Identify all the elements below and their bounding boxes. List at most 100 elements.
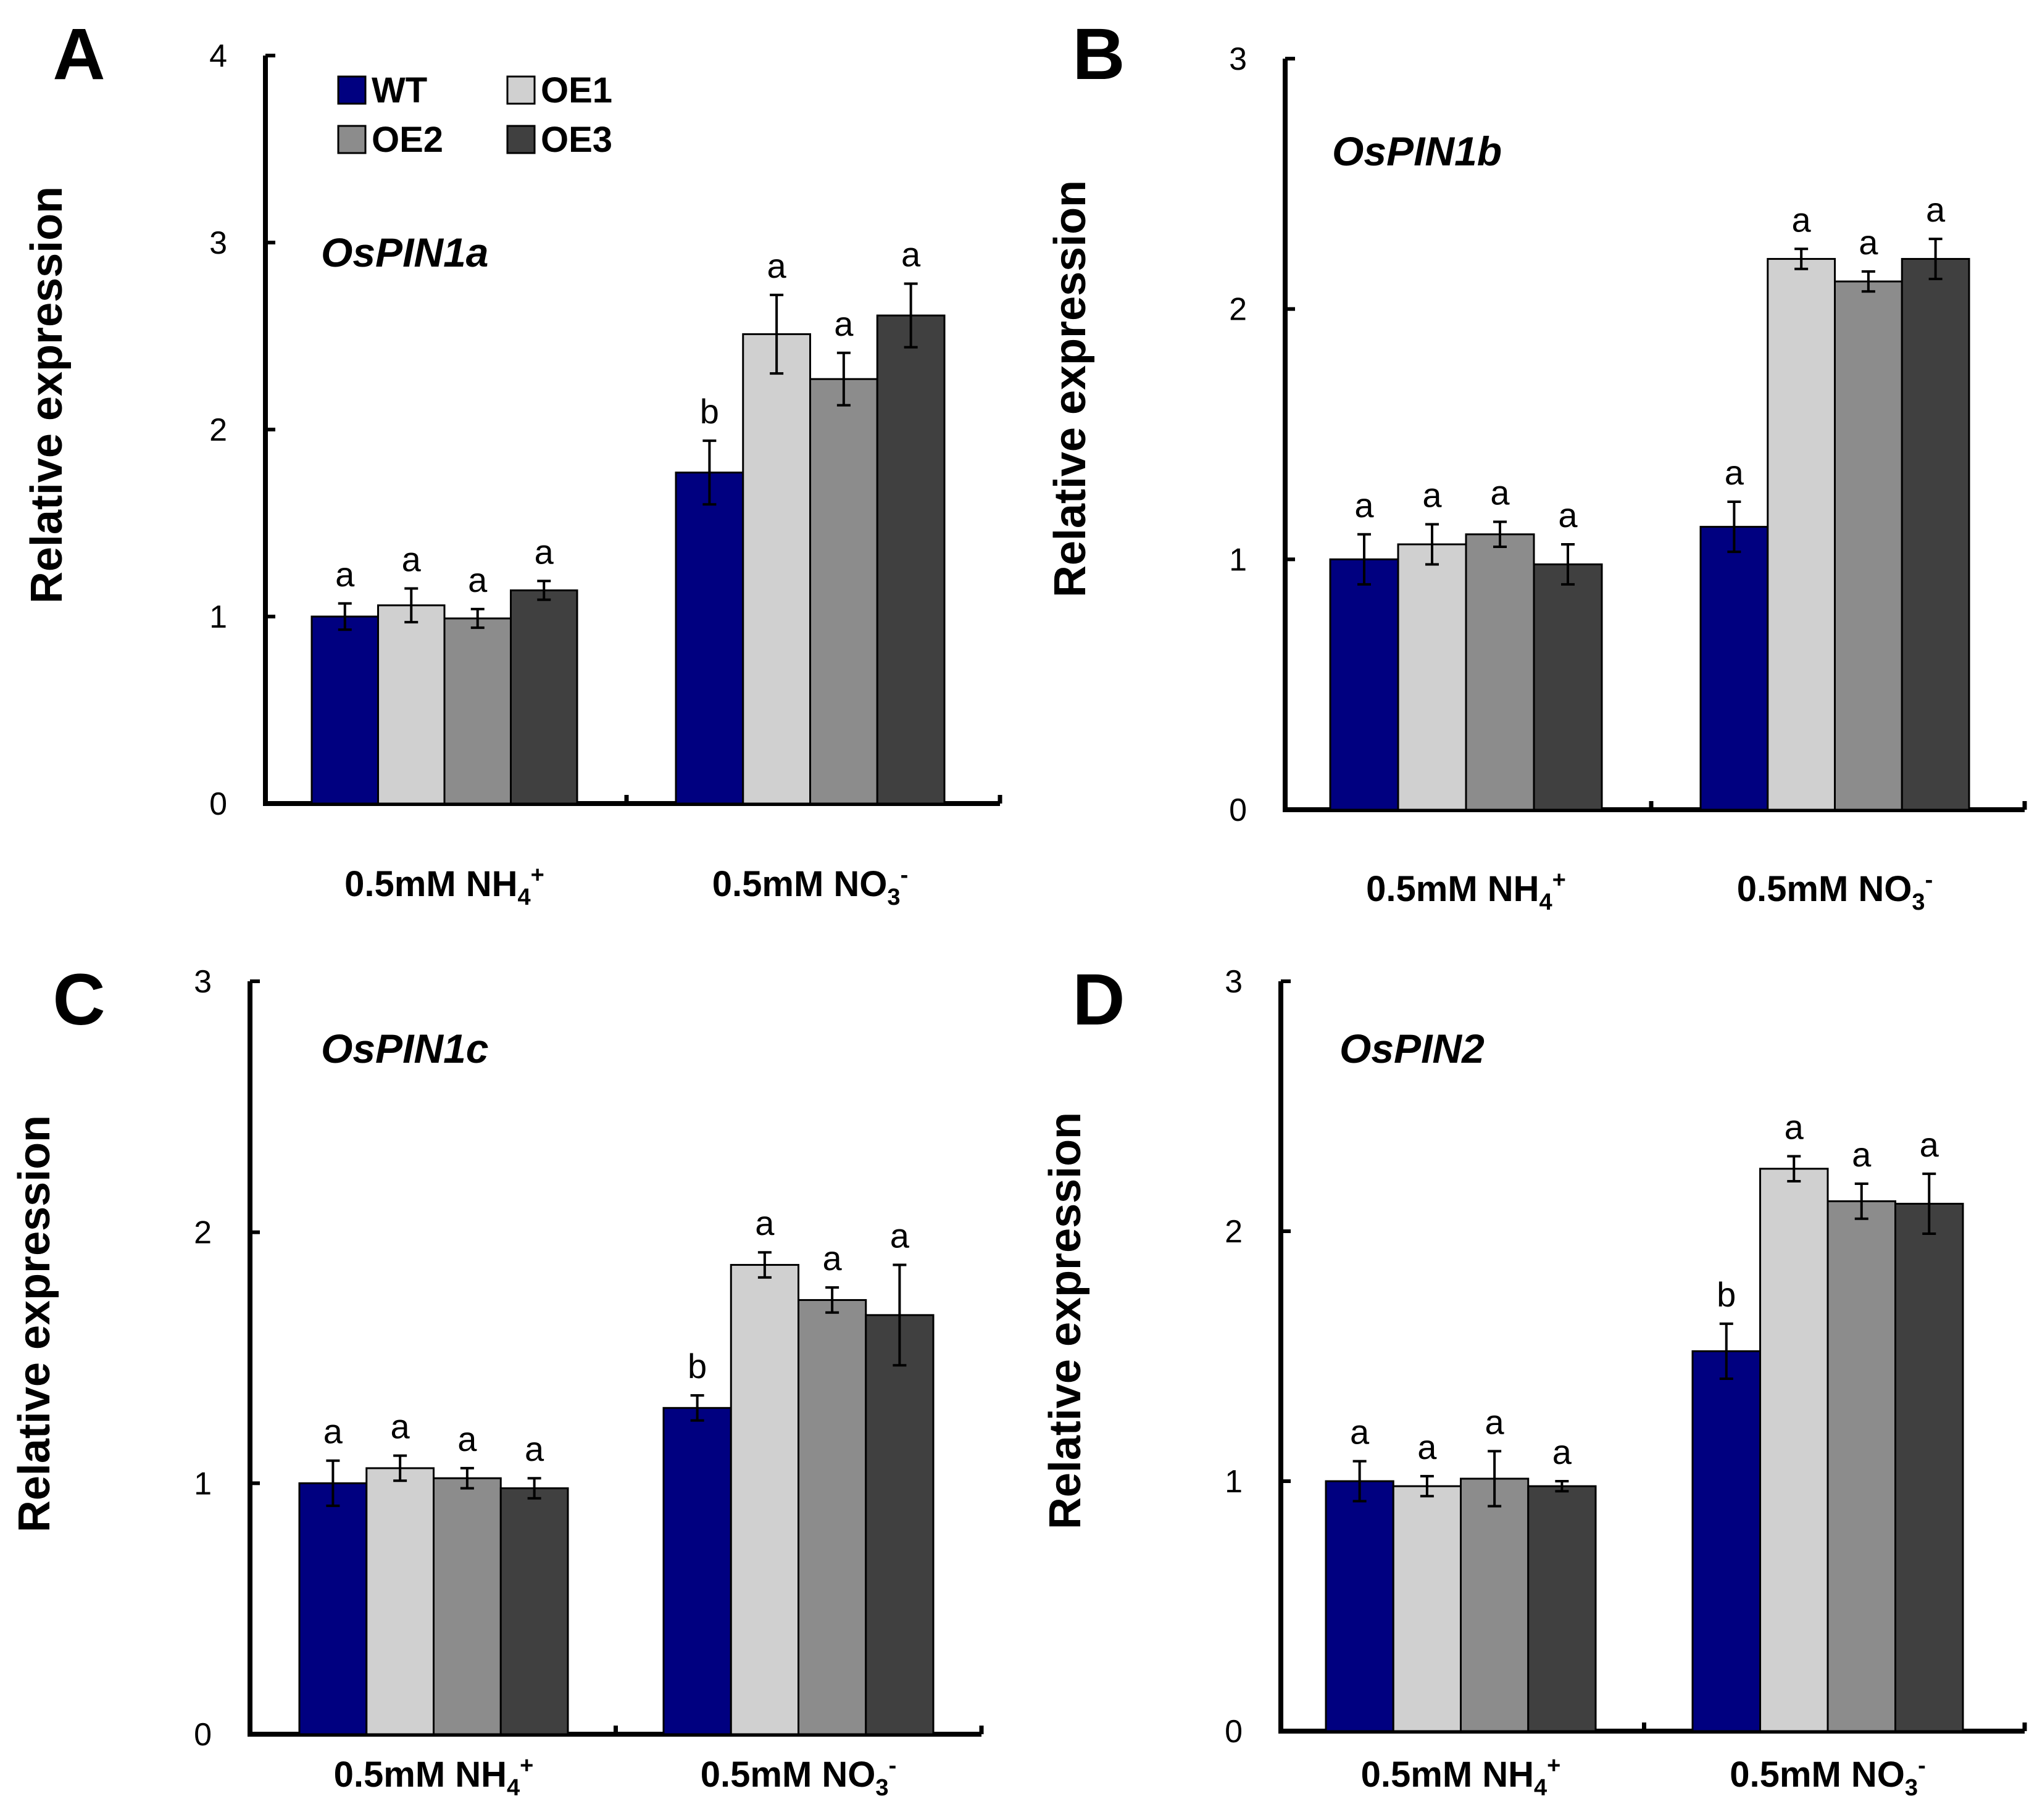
category-base: 0.5mM NO [701,1755,876,1795]
y-tick-label-c-0: 0 [194,1717,212,1753]
category-label-d-1: 0.5mM NH4+ [1361,1753,1561,1801]
bar-a-oe3-2 [876,314,946,805]
category-base: 0.5mM NH [344,864,517,904]
y-tick-label-a-1: 1 [209,599,227,635]
category-base: 0.5mM NH [1366,869,1539,909]
sig-letter-c-oe2-2: a [823,1239,843,1278]
category-subscript: 3 [887,884,900,910]
y-tick-label-b-2: 2 [1229,292,1247,328]
sig-letter-d-oe1-2: a [1785,1108,1804,1147]
bar-d-oe1-2 [1759,1168,1829,1732]
legend-swatch-oe2 [337,125,367,154]
bar-d-oe1-1 [1392,1485,1462,1732]
sig-letter-c-oe3-2: a [890,1216,910,1255]
category-label-a-1: 0.5mM NH4+ [344,862,544,910]
sig-letter-c-oe1-2: a [755,1203,775,1242]
bar-d-oe2-2 [1827,1200,1896,1732]
sig-letter-b-oe3-2: a [1926,190,1946,229]
bar-d-wt-1 [1325,1480,1394,1732]
y-tick-label-a-0: 0 [209,786,227,822]
bar-c-wt-2 [662,1407,732,1735]
sig-letter-d-oe3-2: a [1920,1125,1939,1164]
category-superscript: + [531,862,544,888]
bar-c-oe2-1 [433,1477,502,1735]
legend-label-oe2: OE2 [372,120,443,160]
bar-c-oe3-1 [499,1487,569,1735]
bar-d-oe3-1 [1527,1485,1597,1732]
y-tick-label-c-2: 2 [194,1215,212,1251]
y-tick-label-c-3: 3 [194,964,212,1000]
y-axis-label-d: Relative expression [1041,1112,1090,1529]
y-tick-label-d-0: 0 [1225,1714,1243,1750]
y-tick-label-b-1: 1 [1229,542,1247,578]
panel-b: B OsPIN1b Relative expression 0 1 2 3 a a a a 0.5mM… [1046,14,2027,915]
panel-a: A OsPIN1a Relative expression 0 1 2 3 4 a a a a 0.5m… [22,14,1002,910]
category-subscript: 3 [875,1775,888,1801]
category-superscript: + [1552,867,1566,893]
bar-b-oe1-2 [1767,258,1836,811]
bar-c-oe1-1 [365,1467,435,1735]
legend-swatch-oe1 [506,75,536,105]
bar-c-wt-1 [298,1482,368,1735]
sig-letter-b-oe3-1: a [1558,496,1578,534]
category-superscript: - [1925,867,1933,893]
y-tick-label-d-1: 1 [1225,1464,1243,1500]
bar-b-wt-2 [1699,526,1769,811]
legend-label-oe1: OE1 [541,70,612,110]
panel-c: C OsPIN1c Relative expression 0 1 2 3 a a a a 0.5mM… [10,959,984,1801]
sig-letter-a-oe3-2: a [901,235,921,274]
y-tick-label-a-4: 4 [209,38,227,74]
sig-letter-d-oe3-1: a [1552,1432,1572,1471]
category-subscript: 4 [507,1775,520,1801]
sig-letter-b-oe1-1: a [1422,476,1442,515]
category-label-b-1: 0.5mM NH4+ [1366,867,1566,915]
bar-c-oe1-2 [730,1264,799,1735]
bar-a-oe2-1 [443,617,512,805]
y-tick-label-d-3: 3 [1225,964,1243,1000]
bar-c-oe3-2 [865,1314,935,1735]
chart-title-a: OsPIN1a [321,230,488,275]
bar-b-oe3-2 [1901,258,1970,811]
sig-letter-c-wt-1: a [323,1412,343,1451]
category-subscript: 4 [1539,889,1552,915]
category-base: 0.5mM NO [712,864,888,904]
sig-letter-a-oe1-2: a [767,246,787,285]
sig-letter-d-oe2-2: a [1852,1135,1872,1174]
sig-letter-a-oe1-1: a [402,540,422,579]
y-tick-label-a-2: 2 [209,412,227,448]
category-label-c-2: 0.5mM NO3- [701,1753,896,1801]
category-subscript: 3 [1912,889,1925,915]
category-superscript: - [901,862,909,888]
category-label-d-2: 0.5mM NO3- [1730,1753,1925,1801]
category-superscript: + [1547,1753,1560,1779]
sig-letter-d-oe2-1: a [1485,1402,1505,1441]
y-tick-label-b-3: 3 [1229,41,1247,77]
sig-letter-b-oe1-2: a [1792,200,1812,239]
y-tick-label-c-1: 1 [194,1466,212,1502]
sig-letter-a-wt-2: b [700,392,719,431]
category-base: 0.5mM NH [1361,1755,1534,1795]
category-subscript: 4 [518,884,531,910]
y-axis-label-a: Relative expression [22,186,72,604]
category-label-c-1: 0.5mM NH4+ [334,1753,534,1801]
bar-a-oe1-2 [742,333,811,805]
sig-letter-b-oe2-1: a [1490,473,1510,512]
category-label-b-2: 0.5mM NO3- [1737,867,1933,915]
bar-b-oe2-2 [1834,280,1903,811]
y-axis-label-b: Relative expression [1046,180,1095,597]
panel-letter-d: D [1072,959,1125,1041]
y-axis-label-c: Relative expression [10,1115,59,1532]
sig-letter-c-oe1-1: a [391,1407,410,1446]
panel-letter-b: B [1072,14,1125,95]
bar-c-oe2-2 [798,1299,867,1735]
legend-label-wt: WT [372,70,427,110]
chart-title-c: OsPIN1c [321,1026,488,1071]
category-superscript: - [889,1753,897,1779]
sig-letter-a-oe2-1: a [468,560,488,599]
bar-b-oe2-1 [1465,533,1535,811]
bar-a-wt-1 [310,615,379,805]
bar-a-oe1-1 [377,604,446,805]
category-superscript: - [1918,1753,1926,1779]
sig-letter-d-wt-2: b [1717,1275,1736,1314]
